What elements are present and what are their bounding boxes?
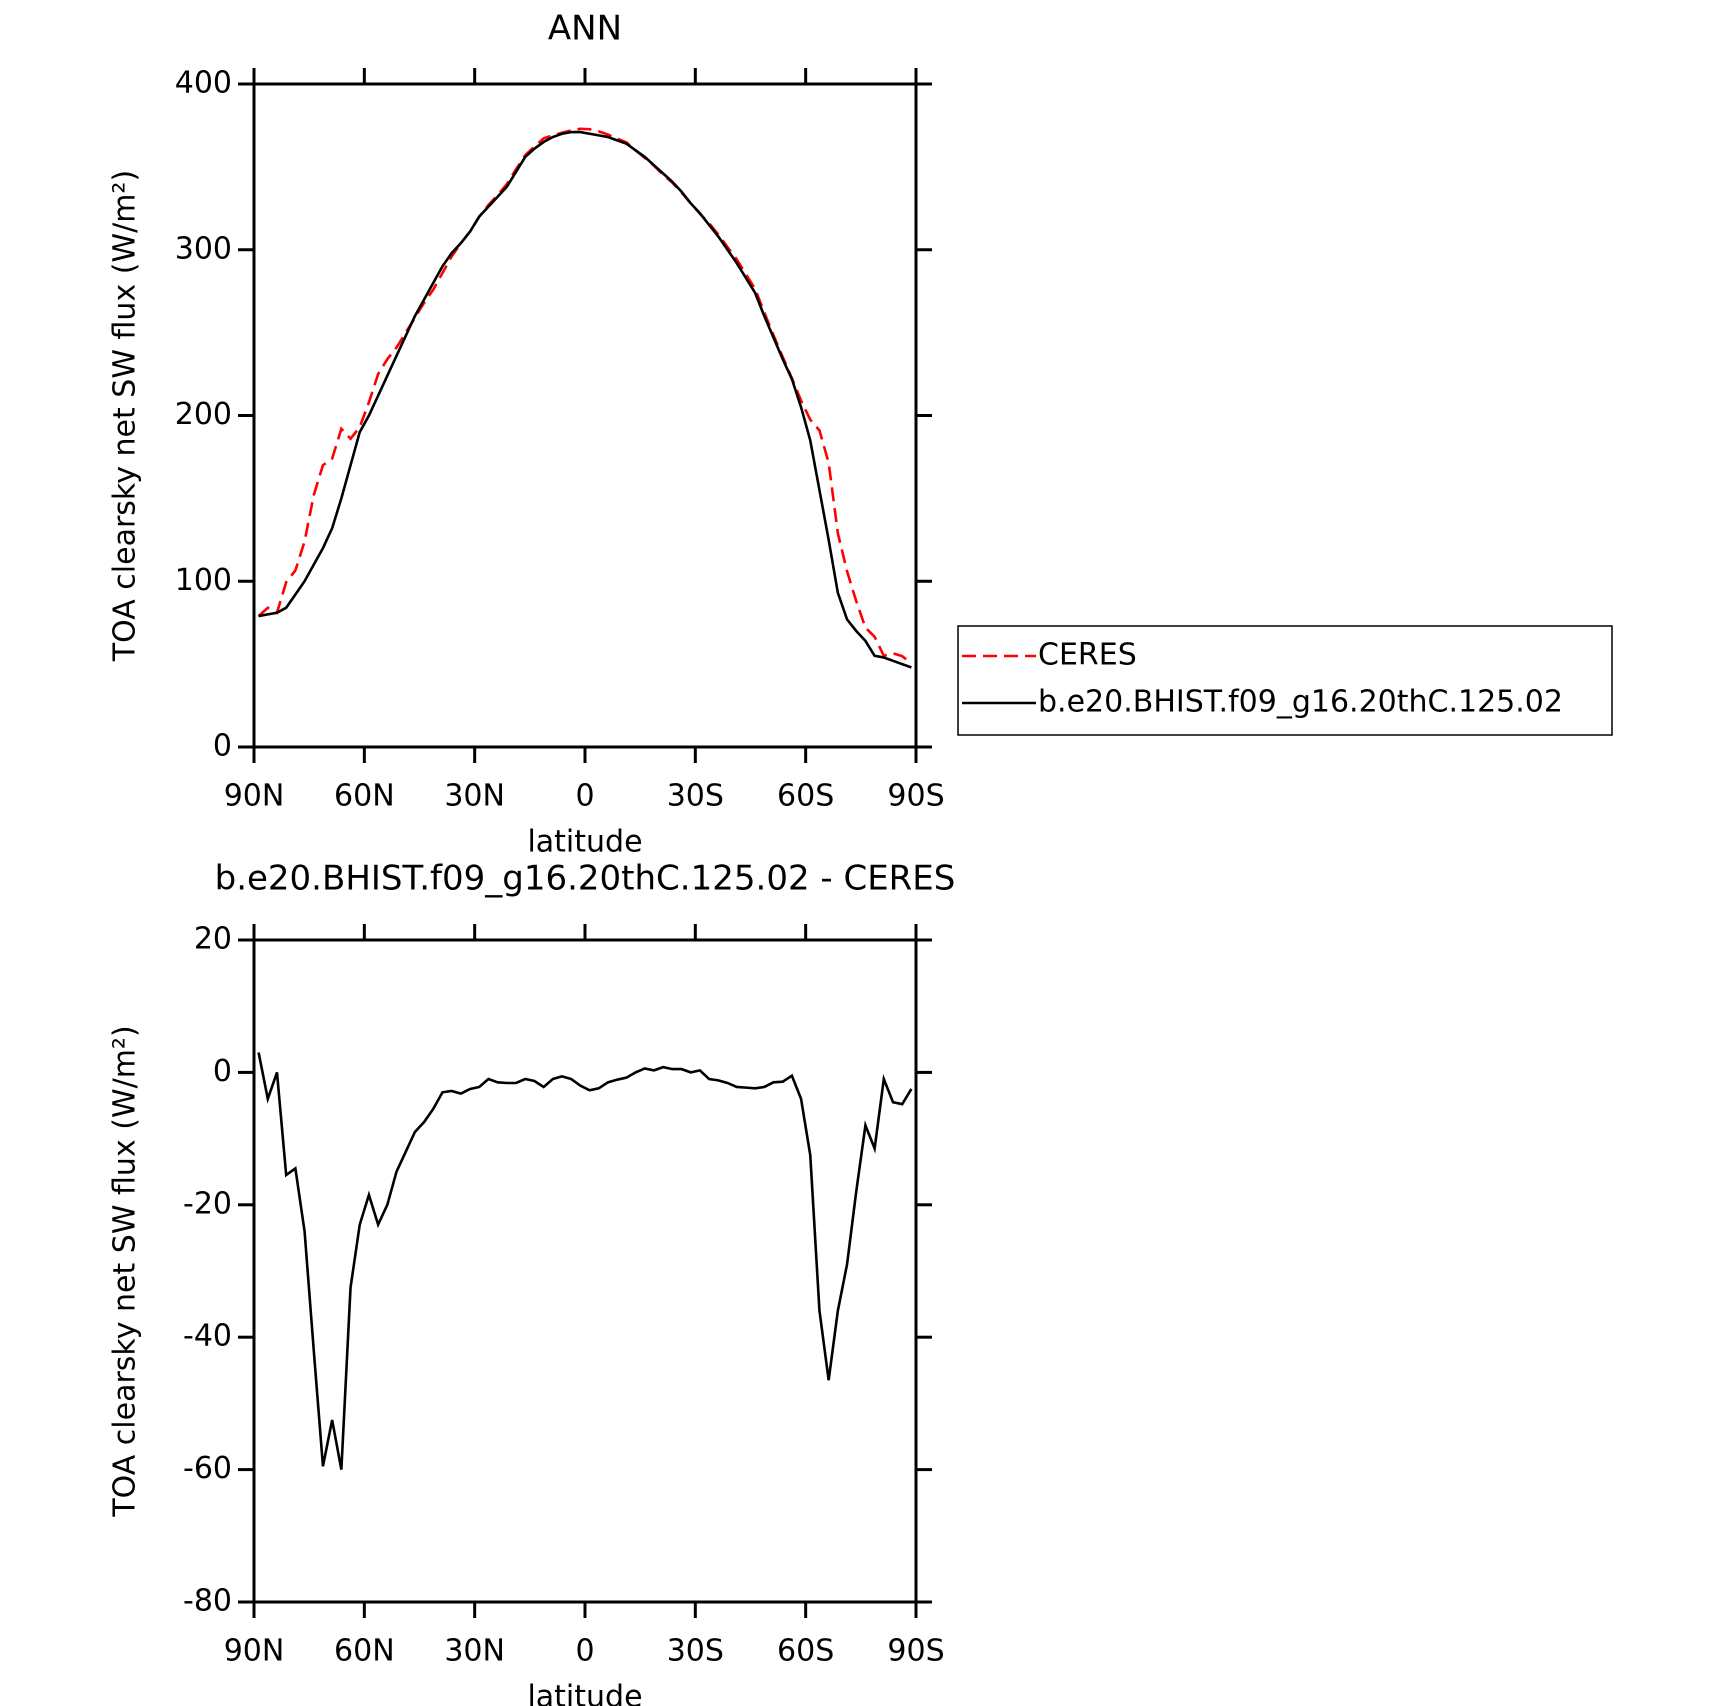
y-axis-label: TOA clearsky net SW flux (W/m²) <box>108 170 143 662</box>
plot-frame <box>252 938 918 1604</box>
plot-frame <box>252 82 918 749</box>
x-tick-label: 60N <box>334 779 395 814</box>
x-tick-label: 0 <box>575 1634 594 1669</box>
x-axis-label: latitude <box>527 825 642 860</box>
legend-box <box>957 625 1613 736</box>
x-tick-label: 90S <box>887 779 944 814</box>
chart-title: ANN <box>548 9 622 49</box>
x-tick-label: 30S <box>667 779 724 814</box>
y-tick-label: 400 <box>175 66 232 101</box>
y-tick-label: -60 <box>183 1451 232 1486</box>
y-tick-label: 100 <box>175 563 232 598</box>
x-tick-label: 60S <box>777 779 834 814</box>
y-axis-label: TOA clearsky net SW flux (W/m²) <box>108 1025 143 1517</box>
x-tick-label: 0 <box>575 779 594 814</box>
x-tick-label: 90N <box>224 779 285 814</box>
x-tick-label: 60S <box>777 1634 834 1669</box>
y-tick-label: -40 <box>183 1319 232 1354</box>
x-tick-label: 60N <box>334 1634 395 1669</box>
x-tick-label: 90S <box>887 1634 944 1669</box>
data-line <box>258 130 912 669</box>
data-line <box>257 127 913 665</box>
legend-label: CERES <box>1038 638 1137 673</box>
y-tick-label: 300 <box>175 231 232 266</box>
chart-title: b.e20.BHIST.f09_g16.20thC.125.02 - CERES <box>215 859 956 899</box>
x-axis-label: latitude <box>527 1680 642 1706</box>
x-tick-label: 90N <box>224 1634 285 1669</box>
y-tick-label: 200 <box>175 397 232 432</box>
x-tick-label: 30S <box>667 1634 724 1669</box>
legend-label: b.e20.BHIST.f09_g16.20thC.125.02 <box>1038 685 1563 720</box>
data-line <box>257 1052 913 1470</box>
x-tick-label: 30N <box>444 1634 505 1669</box>
y-tick-label: 0 <box>213 1054 232 1089</box>
x-tick-label: 30N <box>444 779 505 814</box>
y-tick-label: 20 <box>194 922 232 957</box>
y-tick-label: 0 <box>213 729 232 764</box>
y-tick-label: -20 <box>183 1186 232 1221</box>
y-tick-label: -80 <box>183 1584 232 1619</box>
